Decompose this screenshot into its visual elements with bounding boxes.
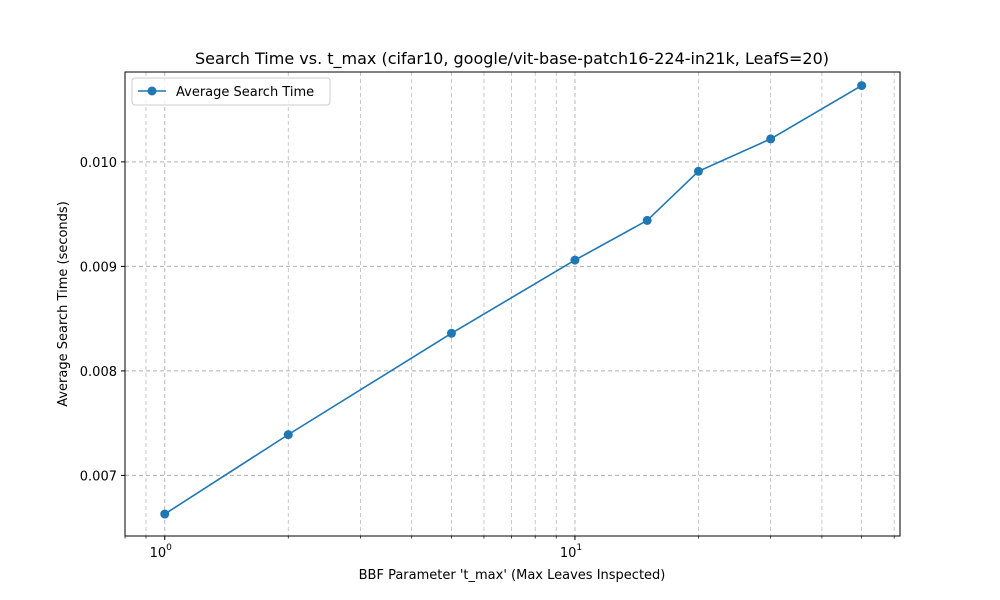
grid-layer bbox=[124, 72, 900, 536]
data-point bbox=[642, 215, 652, 225]
data-point bbox=[446, 328, 456, 338]
y-tick-label: 0.008 bbox=[80, 365, 117, 380]
data-point bbox=[570, 255, 580, 265]
series-line bbox=[164, 84, 863, 515]
chart-title: Search Time vs. t_max (cifar10, google/v… bbox=[195, 49, 829, 69]
series-layer bbox=[160, 81, 867, 519]
y-tick-label: 0.007 bbox=[80, 469, 117, 484]
data-point bbox=[160, 509, 170, 519]
data-point bbox=[766, 134, 776, 144]
y-axis-label: Average Search Time (seconds) bbox=[56, 201, 71, 407]
data-point bbox=[693, 166, 703, 176]
legend: Average Search Time bbox=[131, 77, 331, 106]
legend-entry-label: Average Search Time bbox=[176, 85, 314, 100]
y-tick-label: 0.010 bbox=[80, 156, 117, 171]
data-point bbox=[857, 81, 867, 91]
ticks-layer: 100 101 0.007 0.008 0.009 0.010 bbox=[80, 156, 895, 561]
y-tick-label: 0.009 bbox=[80, 260, 117, 275]
legend-box bbox=[131, 77, 331, 106]
legend-dot-marker bbox=[147, 86, 157, 96]
data-point bbox=[283, 430, 293, 440]
plot-frame bbox=[124, 71, 901, 537]
x-tick-label: 100 bbox=[150, 543, 173, 561]
x-axis-label: BBF Parameter 't_max' (Max Leaves Inspec… bbox=[359, 568, 666, 583]
x-tick-label: 101 bbox=[560, 543, 582, 561]
